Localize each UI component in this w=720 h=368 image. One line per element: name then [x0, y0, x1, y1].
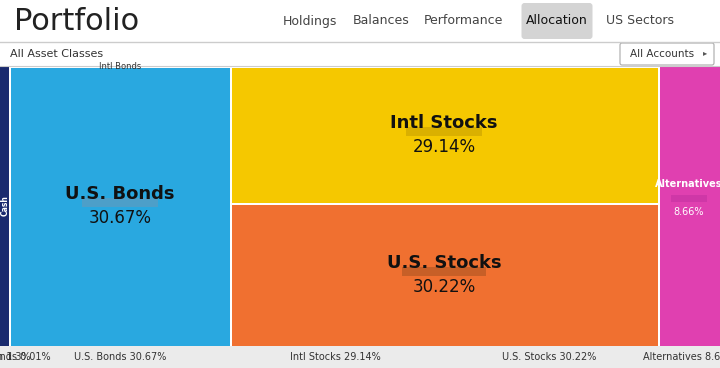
Bar: [0, 346, 720, 368]
Text: Cash 1.3%: Cash 1.3%: [0, 352, 30, 362]
Text: Holdings: Holdings: [283, 14, 337, 28]
Text: US Sectors: US Sectors: [606, 14, 674, 28]
Text: Intl Stocks 29.14%: Intl Stocks 29.14%: [289, 352, 381, 362]
Text: Alternatives 8.66%: Alternatives 8.66%: [642, 352, 720, 362]
Text: 8.66%: 8.66%: [674, 207, 704, 217]
Text: Cash: Cash: [0, 195, 9, 216]
Bar: [406, 127, 482, 136]
Bar: [12, 68, 230, 346]
Text: 30.67%: 30.67%: [89, 209, 151, 227]
Text: Balances: Balances: [353, 14, 410, 28]
Text: All Asset Classes: All Asset Classes: [10, 49, 103, 59]
Text: Intl Bonds 0.01%: Intl Bonds 0.01%: [0, 352, 50, 362]
Text: ▸: ▸: [703, 49, 707, 57]
Text: Intl Bonds: Intl Bonds: [99, 61, 141, 71]
Bar: [671, 195, 707, 202]
Text: 30.22%: 30.22%: [413, 278, 476, 296]
Bar: [0, 66, 9, 346]
FancyBboxPatch shape: [521, 3, 593, 39]
Bar: [660, 66, 720, 346]
Text: U.S. Stocks 30.22%: U.S. Stocks 30.22%: [502, 352, 596, 362]
Text: U.S. Bonds 30.67%: U.S. Bonds 30.67%: [73, 352, 166, 362]
Text: U.S. Stocks: U.S. Stocks: [387, 254, 501, 272]
Text: Allocation: Allocation: [526, 14, 588, 28]
Text: All Accounts: All Accounts: [630, 49, 694, 59]
Bar: [402, 267, 486, 276]
Bar: [233, 68, 657, 204]
FancyBboxPatch shape: [620, 43, 714, 65]
Text: Intl Stocks: Intl Stocks: [390, 114, 498, 132]
Text: U.S. Bonds: U.S. Bonds: [65, 185, 174, 203]
Text: Alternatives: Alternatives: [655, 179, 720, 189]
Bar: [233, 205, 657, 346]
Text: Performance: Performance: [423, 14, 503, 28]
Bar: [82, 198, 158, 207]
Text: 29.14%: 29.14%: [413, 138, 475, 156]
Text: Portfolio: Portfolio: [14, 7, 139, 35]
